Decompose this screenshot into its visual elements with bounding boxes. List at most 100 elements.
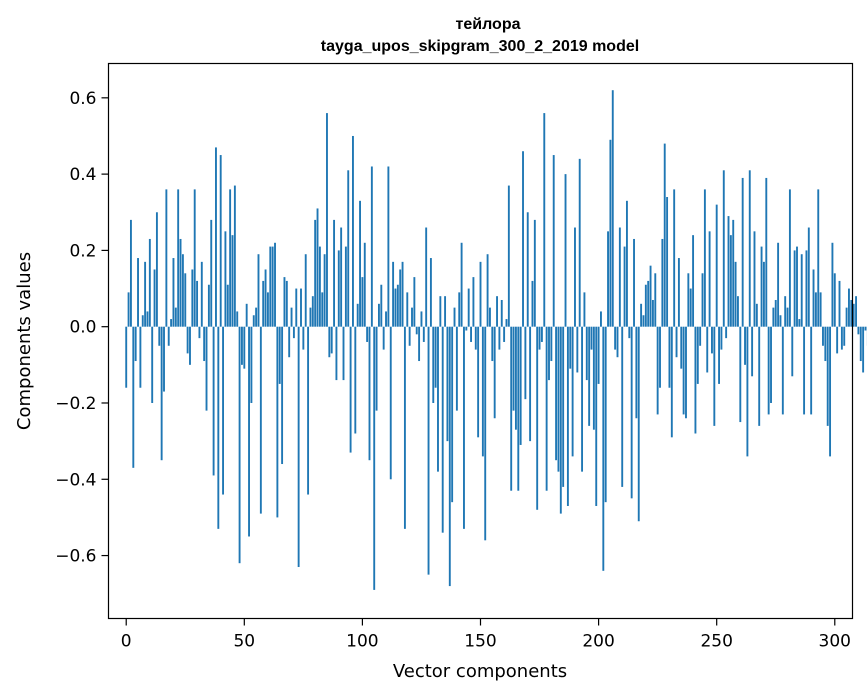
bar bbox=[432, 326, 435, 403]
bar bbox=[184, 273, 187, 327]
bar bbox=[413, 277, 416, 327]
bar bbox=[151, 326, 154, 403]
bar bbox=[179, 238, 182, 327]
bar bbox=[129, 219, 132, 327]
bar bbox=[295, 288, 298, 327]
bar bbox=[342, 326, 345, 381]
bar bbox=[765, 177, 768, 327]
bar bbox=[833, 273, 836, 327]
bar bbox=[205, 326, 208, 411]
bar bbox=[262, 280, 265, 327]
bar bbox=[526, 212, 529, 327]
bar bbox=[581, 326, 584, 472]
bar bbox=[245, 303, 248, 327]
bar bbox=[233, 185, 236, 327]
y-tick-label: −0.6 bbox=[55, 547, 96, 567]
bar bbox=[564, 174, 567, 327]
bar bbox=[649, 265, 652, 327]
bar bbox=[139, 326, 142, 388]
bar bbox=[859, 326, 862, 362]
bar bbox=[292, 326, 295, 339]
bar bbox=[538, 326, 541, 350]
bar bbox=[474, 326, 477, 350]
bar bbox=[819, 292, 822, 327]
bar bbox=[420, 311, 423, 327]
bar bbox=[583, 292, 586, 327]
bar bbox=[196, 280, 199, 327]
bar bbox=[373, 326, 376, 590]
bar bbox=[377, 303, 380, 327]
bar bbox=[715, 204, 718, 327]
bar bbox=[628, 326, 631, 339]
bar bbox=[335, 326, 338, 381]
bar bbox=[165, 189, 168, 327]
bar bbox=[552, 155, 555, 327]
bar bbox=[264, 269, 267, 327]
bar bbox=[212, 326, 215, 476]
bar bbox=[531, 280, 534, 327]
bar bbox=[127, 292, 130, 327]
bar bbox=[132, 326, 135, 468]
bar bbox=[137, 258, 139, 327]
x-tick-label: 200 bbox=[582, 632, 614, 652]
bar bbox=[630, 326, 633, 499]
bar bbox=[519, 326, 522, 445]
bar bbox=[467, 288, 470, 327]
bar bbox=[680, 326, 683, 369]
bar bbox=[855, 296, 857, 327]
bar bbox=[744, 326, 746, 365]
bar bbox=[352, 135, 354, 327]
y-axis-ticks: −0.6 −0.4 −0.2 0.0 0.2 0.4 0.6 bbox=[55, 89, 109, 567]
bar bbox=[422, 326, 425, 342]
bar bbox=[337, 250, 340, 327]
bar bbox=[290, 307, 293, 327]
bar bbox=[793, 250, 796, 327]
bar bbox=[578, 158, 581, 327]
bar bbox=[172, 258, 175, 327]
bar bbox=[566, 326, 569, 506]
bar bbox=[633, 238, 635, 327]
bar bbox=[439, 296, 442, 327]
bar bbox=[635, 326, 638, 419]
bar bbox=[385, 311, 387, 327]
bar bbox=[517, 326, 520, 491]
bar bbox=[706, 326, 709, 373]
bar bbox=[181, 254, 184, 327]
bar bbox=[481, 326, 484, 457]
bar bbox=[812, 269, 815, 327]
y-axis-label: Components values bbox=[14, 252, 35, 430]
bar bbox=[418, 326, 421, 362]
bar bbox=[484, 326, 487, 541]
bar bbox=[602, 326, 605, 571]
bar bbox=[304, 254, 307, 327]
bar bbox=[451, 326, 454, 503]
bar bbox=[429, 258, 432, 327]
bar bbox=[489, 307, 491, 327]
bar bbox=[663, 143, 666, 327]
bar bbox=[746, 326, 749, 457]
y-tick-label: 0.4 bbox=[69, 165, 96, 185]
bar bbox=[347, 170, 350, 327]
bar bbox=[713, 326, 716, 426]
x-tick-label: 250 bbox=[700, 632, 732, 652]
bar bbox=[507, 185, 510, 327]
bar bbox=[644, 284, 647, 327]
bar bbox=[493, 326, 496, 419]
bar bbox=[307, 326, 310, 495]
bar bbox=[125, 326, 128, 388]
bar bbox=[699, 326, 702, 346]
bar bbox=[340, 227, 343, 327]
bar bbox=[354, 326, 357, 434]
bar bbox=[788, 189, 791, 327]
bar bbox=[722, 170, 725, 327]
bar bbox=[401, 261, 404, 327]
bar bbox=[170, 319, 173, 327]
bar bbox=[363, 242, 366, 327]
bar bbox=[455, 326, 458, 411]
bar bbox=[824, 326, 827, 362]
bar bbox=[503, 326, 506, 342]
bar bbox=[734, 261, 737, 327]
bar bbox=[283, 277, 286, 327]
bar bbox=[692, 235, 695, 327]
bar bbox=[444, 296, 447, 327]
